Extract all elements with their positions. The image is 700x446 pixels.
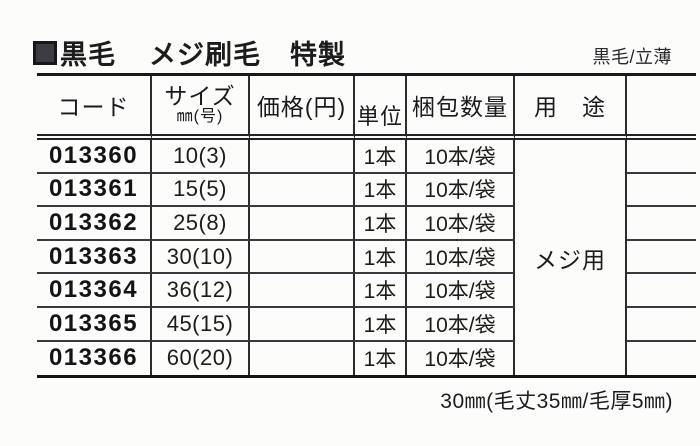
- spec-label: 黒毛/立薄: [592, 47, 672, 67]
- table-row-size: 30(10): [152, 240, 250, 275]
- table-row-size: 25(8): [152, 207, 250, 241]
- column-header-usage: 用 途: [515, 76, 627, 140]
- title-hair-type: 黒毛: [60, 40, 116, 70]
- table-row-price: [250, 173, 355, 208]
- column-header-unit: 単位: [355, 76, 407, 140]
- table-row-edge: [627, 342, 696, 376]
- table-row-packing: 10本/袋: [407, 307, 515, 342]
- table-row-code: 013364: [37, 274, 152, 308]
- table-row-code: 013361: [37, 173, 152, 208]
- column-header-edge: [627, 76, 696, 140]
- table-row-unit: 1本: [355, 307, 407, 342]
- table-row-price: [250, 240, 355, 275]
- table-row-unit: 1本: [355, 341, 407, 376]
- table-row-price: [250, 140, 355, 174]
- table-row-price: [250, 307, 355, 342]
- usage-merged-cell: メジ用: [515, 140, 627, 376]
- table-row-code: 013363: [37, 240, 152, 275]
- column-header-price: 価格(円): [250, 76, 355, 140]
- table-row-code: 013365: [37, 307, 152, 342]
- column-header-size: サイズ ㎜(号): [152, 76, 250, 140]
- table-row-size: 36(12): [152, 274, 250, 308]
- table-row-packing: 10本/袋: [407, 240, 515, 275]
- table-row-packing: 10本/袋: [407, 274, 515, 308]
- title-grade: 特製: [290, 40, 346, 70]
- table-row-unit: 1本: [355, 274, 407, 308]
- product-table: コード サイズ ㎜(号) 価格(円) 単位 梱包数量 用 途 メジ用 01336…: [37, 73, 696, 379]
- table-row-unit: 1本: [355, 173, 407, 208]
- table-row-unit: 1本: [355, 240, 407, 275]
- table-row-price: [250, 274, 355, 308]
- table-row-code: 013360: [37, 140, 152, 174]
- dimension-footnote: 30㎜(毛丈35㎜/毛厚5㎜): [440, 390, 673, 413]
- table-row-unit: 1本: [355, 207, 407, 241]
- column-header-code: コード: [37, 76, 152, 140]
- table-row-packing: 10本/袋: [407, 140, 515, 174]
- table-row-edge: [627, 241, 696, 275]
- table-row-edge: [627, 207, 696, 241]
- column-header-packing: 梱包数量: [407, 76, 515, 140]
- page-title: 黒毛 メジ刷毛 特製: [33, 33, 346, 72]
- table-row-size: 60(20): [152, 341, 250, 376]
- table-row-size: 10(3): [152, 140, 250, 174]
- table-row-unit: 1本: [355, 140, 407, 174]
- table-row-size: 45(15): [152, 307, 250, 342]
- filled-square-icon: [33, 40, 57, 65]
- table-row-edge: [627, 308, 696, 342]
- title-product-name: メジ刷毛: [149, 40, 261, 70]
- table-row-packing: 10本/袋: [407, 207, 515, 241]
- table-row-price: [250, 207, 355, 241]
- table-row-code: 013366: [37, 341, 152, 376]
- table-row-edge: [627, 274, 696, 308]
- table-row-code: 013362: [37, 207, 152, 241]
- table-row-size: 15(5): [152, 173, 250, 208]
- table-row-packing: 10本/袋: [407, 341, 515, 376]
- table-row-price: [250, 341, 355, 376]
- table-row-packing: 10本/袋: [407, 173, 515, 208]
- table-row-edge: [627, 140, 696, 174]
- table-row-edge: [627, 174, 696, 208]
